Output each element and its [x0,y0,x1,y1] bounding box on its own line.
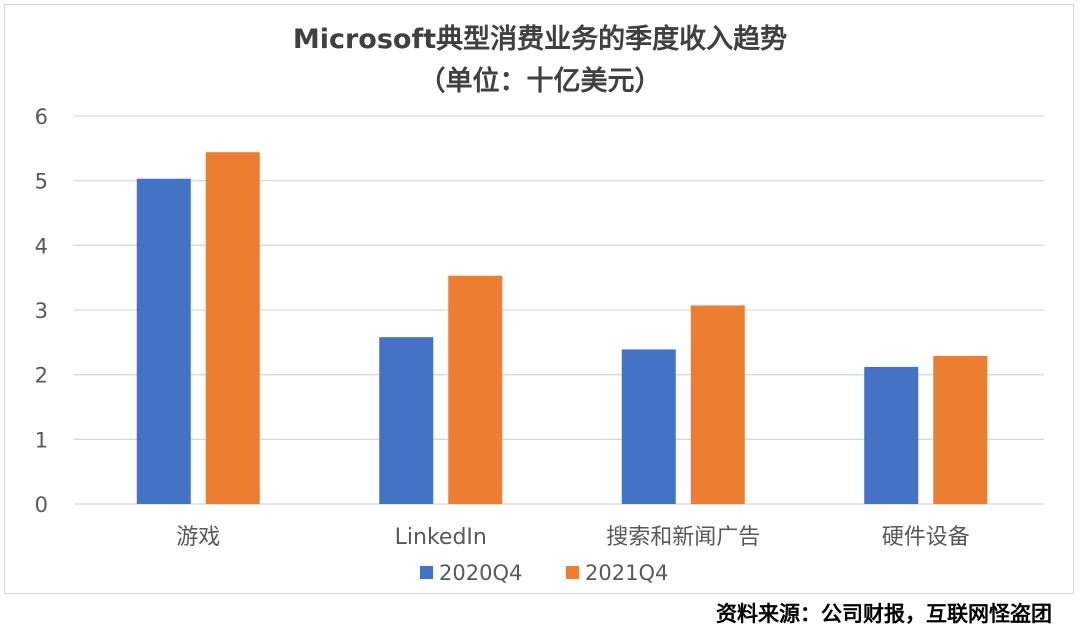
y-tick-label: 4 [35,234,48,258]
x-tick-label: 游戏 [176,525,220,550]
y-tick-label: 5 [35,170,48,194]
chart-subtitle: （单位：十亿美元） [419,65,662,97]
bar-2020Q4-2 [621,349,676,504]
source-note: 资料来源：公司财报，互联网怪盗团 [716,602,1052,626]
legend-label: 2020Q4 [439,561,522,585]
bar-2021Q4-1 [448,275,503,504]
y-tick-label: 2 [35,364,48,388]
legend-label: 2021Q4 [585,561,668,585]
y-tick-label: 6 [35,105,48,129]
bars [136,152,988,505]
legend: 2020Q4 2021Q4 [420,561,668,585]
legend-swatch [566,566,579,579]
x-tick-label: 搜索和新闻广告 [606,525,760,550]
bar-2020Q4-3 [864,366,919,504]
bar-2020Q4-0 [136,178,191,504]
bar-2021Q4-3 [933,355,988,504]
y-tick-label: 1 [35,428,48,452]
chart-title: Microsoft典型消费业务的季度收入趋势 [293,23,787,55]
bar-2021Q4-0 [205,152,260,505]
y-axis-ticks: 0 1 2 3 4 5 6 [35,105,48,517]
y-tick-label: 0 [35,493,48,517]
bar-2021Q4-2 [690,305,745,504]
x-axis-ticks: 游戏 LinkedIn 搜索和新闻广告 硬件设备 [176,525,970,550]
bar-2020Q4-1 [379,337,434,504]
y-tick-label: 3 [35,299,48,323]
x-tick-label: LinkedIn [395,525,487,550]
legend-swatch [420,566,433,579]
x-tick-label: 硬件设备 [882,525,970,550]
